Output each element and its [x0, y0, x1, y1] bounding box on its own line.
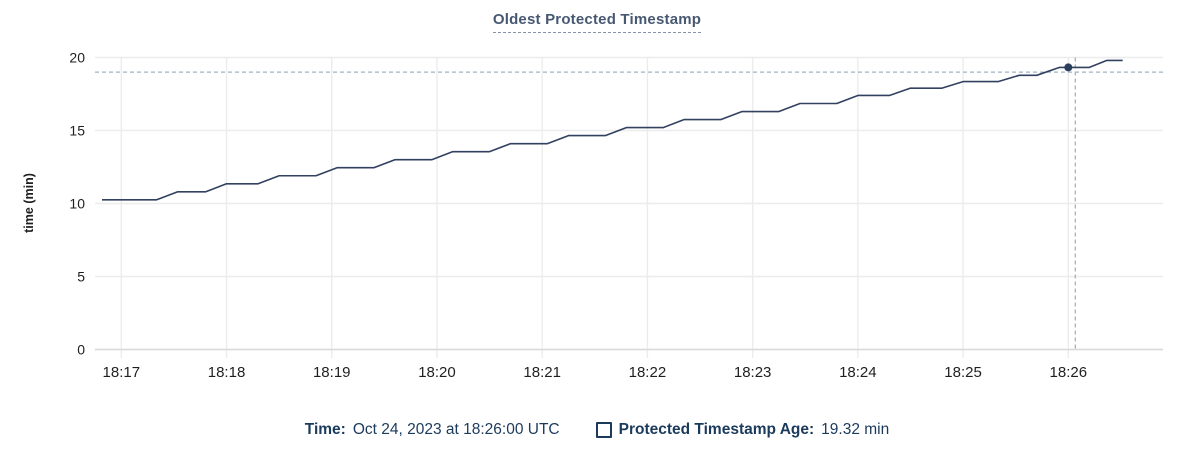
x-tick-label: 18:24 — [839, 364, 877, 381]
x-tick-label: 18:20 — [418, 364, 456, 381]
y-tick-label: 20 — [69, 50, 85, 66]
hover-dot — [1064, 63, 1073, 72]
legend-series-value: 19.32 min — [821, 421, 890, 438]
y-tick-labels: 0 5 10 15 20 — [69, 50, 85, 358]
x-tick-label: 18:26 — [1050, 364, 1088, 381]
y-axis-title: time (min) — [22, 173, 36, 233]
legend-series[interactable]: Protected Timestamp Age: 19.32 min — [595, 421, 890, 439]
series-line — [102, 59, 1123, 201]
x-tick-label: 18:22 — [629, 364, 667, 381]
legend-time: Time: Oct 24, 2023 at 18:26:00 UTC — [305, 421, 560, 439]
y-tick-label: 10 — [69, 196, 85, 212]
x-tick-label: 18:18 — [208, 364, 246, 381]
x-tick-label: 18:25 — [944, 364, 982, 381]
x-tick-label: 18:19 — [313, 364, 351, 381]
plot-hover-area[interactable] — [95, 58, 1163, 350]
vertical-gridlines — [120, 57, 1070, 358]
chart-title[interactable]: Oldest Protected Timestamp — [492, 11, 702, 33]
legend-time-label: Time: — [304, 421, 346, 438]
chart-title-row: Oldest Protected Timestamp — [0, 11, 1194, 33]
legend-series-checkbox[interactable] — [595, 422, 612, 438]
x-tick-label: 18:17 — [103, 364, 141, 381]
x-tick-label: 18:21 — [523, 364, 561, 381]
chart-legend: Time: Oct 24, 2023 at 18:26:00 UTC Prote… — [0, 421, 1194, 439]
x-tick-labels: 18:17 18:18 18:19 18:20 18:21 18:22 18:23 18:24… — [103, 364, 1088, 381]
legend-series-label[interactable]: Protected Timestamp Age: — [618, 421, 815, 438]
y-tick-label: 0 — [77, 342, 85, 358]
y-tick-label: 15 — [69, 123, 85, 139]
legend-time-value: Oct 24, 2023 at 18:26:00 UTC — [352, 421, 560, 438]
x-tick-label: 18:23 — [734, 364, 772, 381]
y-tick-label: 5 — [77, 269, 85, 285]
